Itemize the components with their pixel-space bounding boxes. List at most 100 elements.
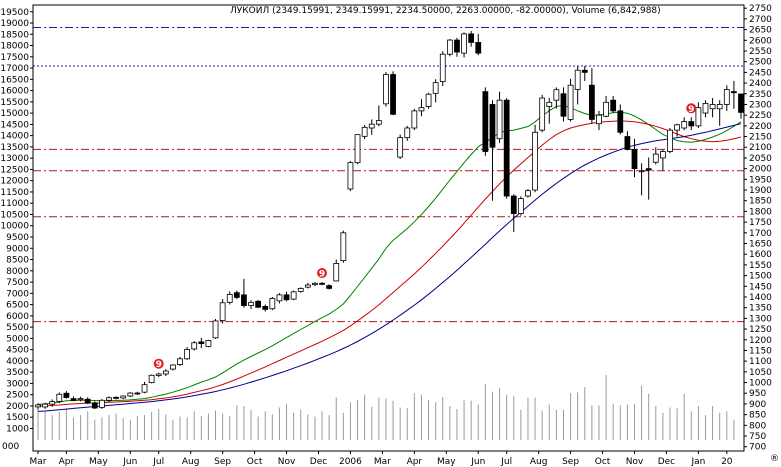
candle-91 [681,117,688,131]
candle-body-81 [610,99,617,112]
candle-96 [716,100,723,126]
candle-body-74 [560,93,567,117]
candle-63 [482,87,489,156]
candle-22 [191,341,198,351]
x-axis-tick-label-6: Sep [214,457,231,467]
right-axis-tick-label-26: 2000 [749,165,772,175]
candle-95 [709,98,716,118]
candle-body-62 [475,42,482,54]
candle-body-79 [596,114,602,125]
right-axis-tick-label-35: 2450 [749,68,772,78]
candle-body-35 [283,294,290,301]
candle-body-31 [255,300,262,308]
candle-24 [205,339,212,348]
candle-90 [674,123,680,137]
candle-10 [106,396,112,403]
candle-59 [454,37,460,57]
candle-32 [262,304,269,312]
left-axis-tick-label-19: 10500 [0,210,29,220]
x-axis-tick-label-2: May [89,457,108,467]
candle-1 [42,402,48,409]
x-axis-tick-label-3: Jun [122,457,137,467]
candle-body-0 [35,404,41,408]
candle-92 [688,117,695,131]
chart-title: ЛУКОЙЛ (2349.15991, 2349.15991, 2234.500… [230,4,661,16]
candle-70 [532,124,538,193]
left-axis-tick-label-29: 15500 [0,98,29,108]
candle-76 [574,65,581,105]
candle-62 [475,33,482,56]
candle-45 [354,134,361,165]
x-axis-tick-label-16: Aug [530,457,548,467]
left-axis-tick-label-9: 5500 [6,323,29,333]
candle-body-15 [141,384,148,393]
candle-body-54 [418,107,425,112]
candle-4 [63,391,70,399]
candle-34 [276,293,283,304]
candle-37 [297,287,304,293]
left-axis-tick-label-13: 7500 [6,278,29,288]
candle-42 [333,259,340,282]
candle-78 [588,68,595,124]
candle-14 [134,391,141,395]
candle-body-24 [205,340,212,347]
volume-bars [37,375,735,440]
x-axis-tick-label-17: Sep [562,457,579,467]
right-axis-tick-label-3: 850 [749,411,766,421]
right-axis-tick-label-40: 2700 [749,15,772,25]
candle-5 [70,396,77,402]
candle-body-98 [731,91,737,94]
signal-marker-1 [317,268,328,279]
left-axis-tick-label-26: 14000 [0,132,29,142]
right-axis-tick-label-2: 800 [749,421,766,431]
candle-57 [439,51,446,87]
candle-43 [340,230,347,263]
right-axis-tick-label-1: 750 [749,432,766,442]
candle-28 [233,290,240,300]
moving-average-line-1 [37,120,742,407]
candle-88 [660,149,666,171]
candle-67 [510,194,517,232]
candle-body-41 [326,285,333,289]
candle-56 [432,79,439,103]
candle-81 [610,95,617,114]
candle-body-20 [177,358,183,365]
candle-9 [99,399,105,409]
right-axis-tick-label-10: 1200 [749,336,772,346]
right-axis-tick-label-16: 1500 [749,272,772,282]
x-axis-tick-label-10: 2006 [339,457,362,467]
candle-body-19 [170,364,176,370]
candle-7 [84,397,91,404]
candle-6 [77,396,84,402]
candle-11 [113,396,119,400]
right-axis-tick-label-17: 1550 [749,261,772,271]
candle-69 [525,188,531,198]
x-axis-tick-label-15: Jul [500,457,512,467]
x-axis-tick-label-18: Oct [595,457,611,467]
left-axis-tick-label-2: 2000 [6,402,29,412]
candle-body-78 [588,84,595,120]
candle-body-33 [269,298,276,310]
candle-body-64 [489,104,496,148]
right-axis-tick-label-12: 1300 [749,314,772,324]
candle-2 [49,399,56,407]
candle-46 [361,125,368,140]
candle-body-58 [446,39,453,55]
candle-body-86 [645,168,652,171]
candle-87 [652,147,659,165]
right-axis-tick-label-24: 1900 [749,186,772,196]
left-axis-tick-label-8: 5000 [6,334,29,344]
x-axis-tick-label-19: Nov [626,457,644,467]
candle-body-51 [397,137,404,158]
candle-body-1 [42,403,48,408]
candle-58 [446,39,453,57]
candle-41 [326,284,333,290]
left-axis-tick-label-31: 16500 [0,75,29,85]
candle-25 [212,319,219,339]
right-axis-tick-label-39: 2650 [749,26,772,36]
left-axis-tick-label-32: 17000 [0,64,29,74]
candle-72 [546,98,553,124]
candle-47 [368,119,375,135]
candle-80 [603,95,609,118]
